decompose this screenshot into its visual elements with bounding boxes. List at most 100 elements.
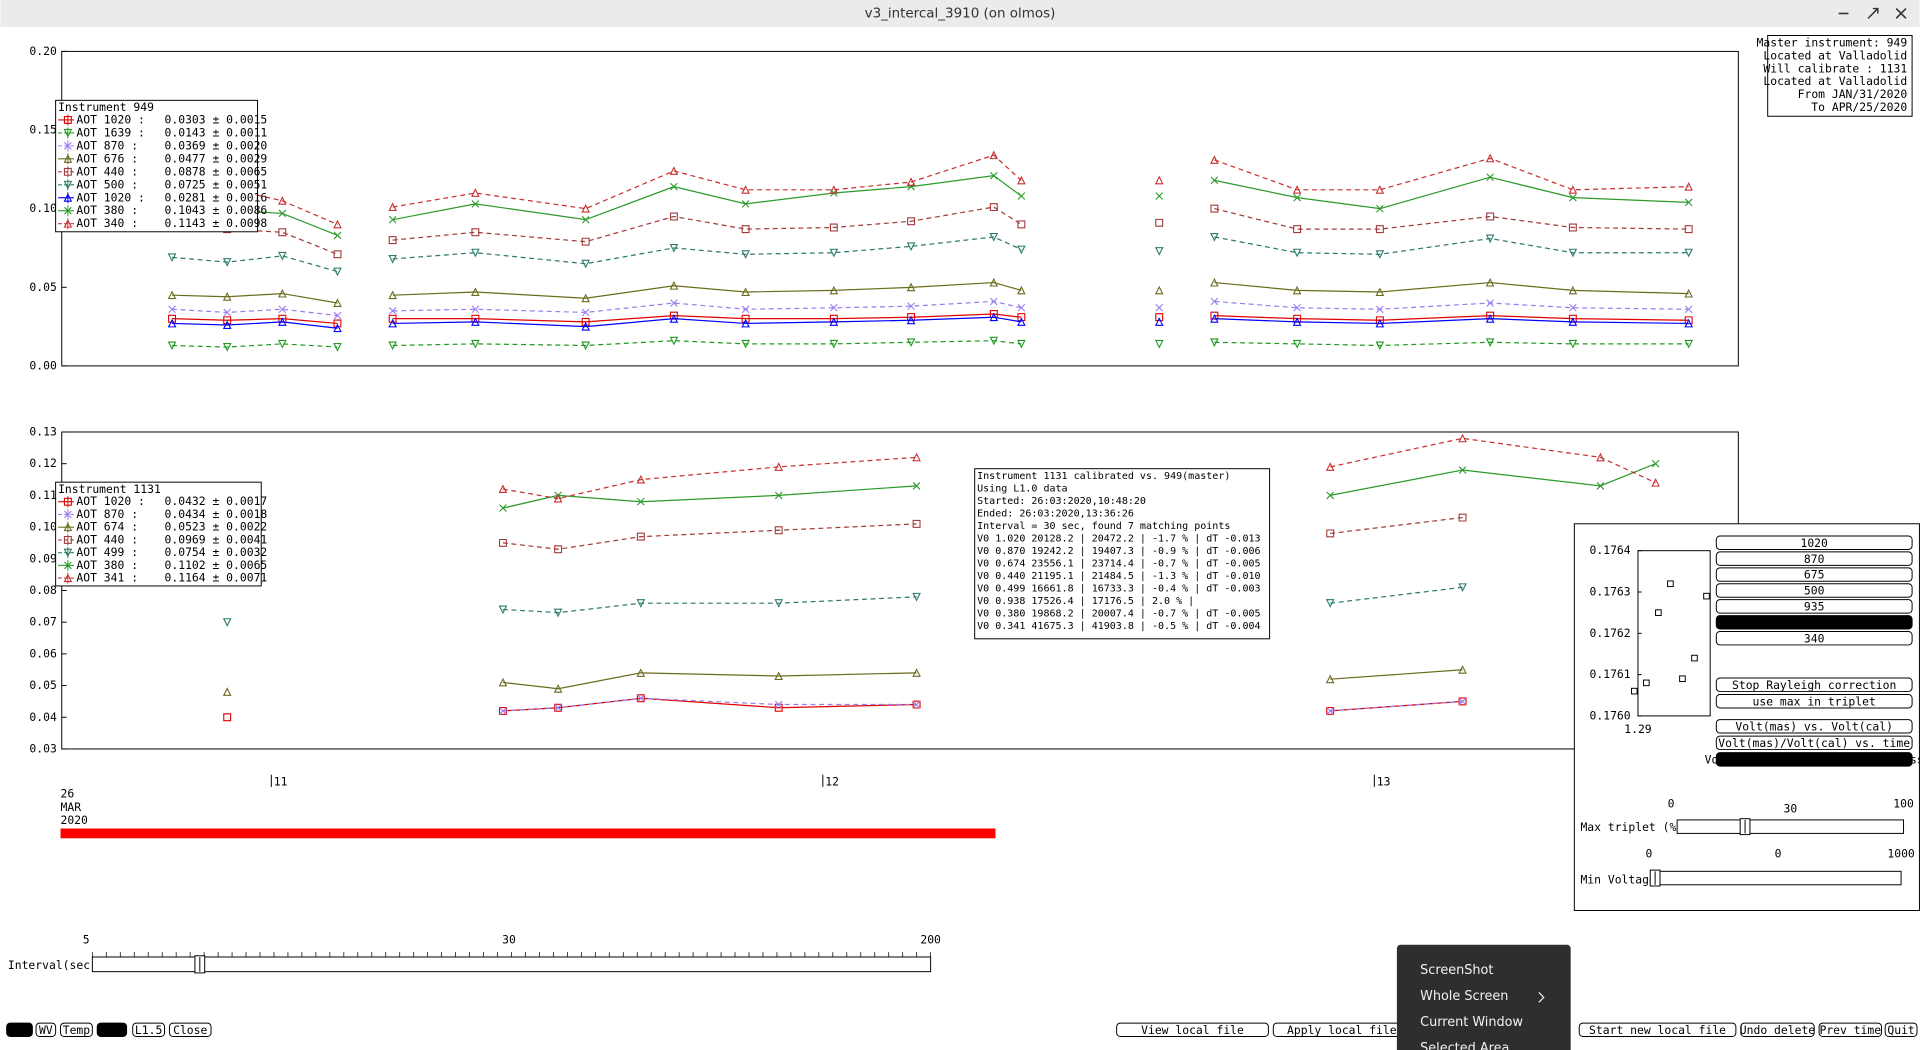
level-button-label[interactable]: Close bbox=[173, 1023, 207, 1037]
level-button-label[interactable]: WV bbox=[39, 1023, 53, 1037]
data-point bbox=[333, 319, 342, 328]
maximize-button[interactable] bbox=[1867, 7, 1879, 19]
legend-name: AOT 1020 : bbox=[76, 190, 144, 204]
plot-button-label[interactable]: Volt(mas)/Volt(cal) vs. time bbox=[1718, 736, 1910, 750]
option-button[interactable] bbox=[1715, 677, 1913, 692]
legend-stat: 0.0432 ± 0.0017 bbox=[165, 494, 268, 508]
level-button[interactable] bbox=[96, 1022, 128, 1038]
file-button-label[interactable]: Start new local file bbox=[1589, 1023, 1726, 1037]
level-button-label[interactable]: L1.0 bbox=[98, 1023, 126, 1037]
level-button-label[interactable]: Temp bbox=[63, 1023, 91, 1037]
menu-item[interactable]: Selected Area bbox=[1420, 1041, 1509, 1050]
option-button[interactable] bbox=[1715, 694, 1913, 709]
wavelength-button[interactable] bbox=[1715, 599, 1913, 614]
wavelength-button-label[interactable]: 1020 bbox=[1800, 536, 1828, 550]
data-point bbox=[333, 298, 342, 307]
data-point bbox=[1486, 212, 1495, 221]
level-button-label[interactable]: AOT bbox=[9, 1023, 30, 1037]
info-line: Located at Valladolid bbox=[1763, 48, 1907, 62]
wavelength-button[interactable] bbox=[1715, 615, 1913, 630]
slider-min: 0 bbox=[1668, 797, 1675, 811]
level-button[interactable] bbox=[6, 1022, 33, 1038]
legend-stat: 0.0143 ± 0.0011 bbox=[165, 125, 268, 139]
data-point bbox=[581, 321, 590, 331]
data-point bbox=[222, 687, 232, 696]
data-point bbox=[741, 250, 750, 259]
data-point bbox=[1293, 193, 1301, 202]
mini-y-tick-label: 0.1763 bbox=[1590, 585, 1631, 599]
slider-track[interactable] bbox=[1676, 819, 1905, 834]
plot-button[interactable] bbox=[1715, 719, 1913, 734]
file-button[interactable] bbox=[1884, 1022, 1918, 1038]
slider-max: 1000 bbox=[1887, 847, 1915, 861]
data-point bbox=[1154, 285, 1164, 295]
legend-stat: 0.1043 ± 0.0086 bbox=[165, 203, 268, 217]
file-button[interactable] bbox=[1578, 1022, 1737, 1038]
level-button[interactable] bbox=[168, 1022, 212, 1038]
level-button-label[interactable]: L1.5 bbox=[135, 1023, 162, 1037]
slider-label: Max triplet (%) bbox=[1580, 820, 1683, 834]
wavelength-button[interactable] bbox=[1715, 630, 1913, 646]
data-point bbox=[223, 316, 232, 325]
wavelength-button-label[interactable]: 870 bbox=[1804, 552, 1825, 566]
wavelength-button-label[interactable]: 380 bbox=[1804, 615, 1825, 629]
file-button-label[interactable]: Undo delete bbox=[1740, 1023, 1815, 1037]
menu-item[interactable]: Current Window bbox=[1420, 1015, 1523, 1030]
level-button[interactable] bbox=[35, 1022, 57, 1038]
wavelength-button[interactable] bbox=[1715, 535, 1913, 550]
file-button-label[interactable]: Quit bbox=[1887, 1023, 1914, 1037]
legend-marker bbox=[64, 510, 72, 519]
file-button-label[interactable]: Prev time bbox=[1819, 1023, 1881, 1037]
level-button[interactable] bbox=[60, 1022, 93, 1038]
data-point bbox=[829, 223, 838, 232]
data-point bbox=[1458, 513, 1467, 522]
plot-button[interactable] bbox=[1715, 752, 1913, 767]
wavelength-button-label[interactable]: 675 bbox=[1804, 568, 1825, 582]
mini-point bbox=[1667, 580, 1674, 588]
file-button[interactable] bbox=[1740, 1022, 1815, 1038]
legend-marker bbox=[63, 219, 73, 228]
series-line bbox=[171, 236, 1689, 273]
wavelength-button[interactable] bbox=[1715, 583, 1913, 598]
file-button[interactable] bbox=[1116, 1022, 1269, 1038]
wavelength-button[interactable] bbox=[1715, 551, 1913, 566]
stats-box bbox=[974, 468, 1271, 640]
wavelength-button-label[interactable]: 340 bbox=[1804, 631, 1825, 645]
slider-track[interactable] bbox=[91, 956, 932, 973]
legend-name: AOT 676 : bbox=[76, 151, 138, 165]
wavelength-button[interactable] bbox=[1715, 567, 1913, 582]
wavelength-button-label[interactable]: 935 bbox=[1804, 599, 1825, 613]
menu-item[interactable]: ScreenShot bbox=[1420, 963, 1493, 978]
slider-track[interactable] bbox=[1654, 870, 1902, 886]
legend-marker bbox=[63, 573, 73, 583]
file-button[interactable] bbox=[1818, 1022, 1882, 1038]
data-point bbox=[774, 700, 783, 709]
data-point bbox=[1325, 599, 1335, 608]
plot-button-label[interactable]: Volt(mas)/Volt(cal) vs. Air Mass bbox=[1705, 752, 1920, 766]
data-point bbox=[829, 248, 839, 258]
close-window-button[interactable] bbox=[1895, 8, 1907, 19]
file-button-label[interactable]: Apply local file bbox=[1287, 1023, 1397, 1037]
data-point bbox=[906, 242, 916, 252]
y-tick-label: 0.06 bbox=[29, 646, 57, 660]
data-point bbox=[1154, 175, 1164, 185]
menu-item[interactable]: Whole Screen bbox=[1420, 989, 1508, 1004]
stats-line: V0 0.499 16661.8 | 16733.3 | -0.4 % | dT… bbox=[977, 583, 1260, 594]
legend-stat: 0.0878 ± 0.0065 bbox=[165, 164, 268, 178]
file-button-label[interactable]: View local file bbox=[1141, 1023, 1244, 1037]
y-tick-label: 0.07 bbox=[29, 615, 56, 629]
plot-button[interactable] bbox=[1715, 735, 1913, 751]
slider-label: Interval(sec) bbox=[8, 958, 97, 972]
option-button-label[interactable]: use max in triplet bbox=[1753, 694, 1876, 708]
data-point bbox=[1210, 204, 1219, 213]
option-button-label[interactable]: Stop Rayleigh correction bbox=[1732, 678, 1896, 692]
data-point bbox=[989, 336, 999, 346]
data-point bbox=[1155, 218, 1164, 227]
level-button[interactable] bbox=[132, 1022, 166, 1038]
plot-button-label[interactable]: Volt(mas) vs. Volt(cal) bbox=[1735, 719, 1893, 733]
data-point bbox=[741, 339, 750, 349]
data-point bbox=[278, 196, 287, 205]
data-point bbox=[499, 504, 507, 512]
wavelength-button-label[interactable]: 500 bbox=[1804, 584, 1825, 598]
legend-name: AOT 440 : bbox=[76, 532, 138, 546]
